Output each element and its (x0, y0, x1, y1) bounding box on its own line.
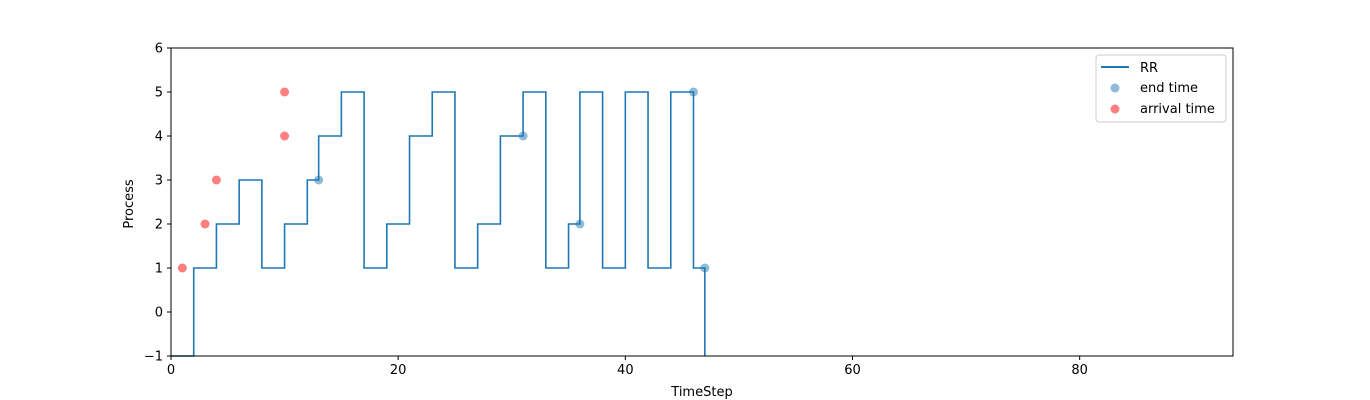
x-tick-label: 40 (617, 363, 634, 378)
legend-arrival-time-label: arrival time (1140, 102, 1215, 117)
x-tick-label: 0 (167, 363, 175, 378)
arrival-time-point (280, 87, 290, 97)
y-axis-ticks: −1 0 1 2 3 4 5 6 (144, 42, 171, 365)
x-axis-ticks: 0 20 40 60 80 (167, 356, 1088, 378)
y-tick-label: 3 (155, 174, 163, 189)
axes-frame (170, 47, 1234, 357)
arrival-time-points (177, 87, 290, 273)
legend-rr-label: RR (1140, 61, 1158, 76)
y-tick-label: 1 (155, 262, 163, 277)
rr-step-line (171, 91, 706, 357)
arrival-time-point (211, 175, 221, 185)
axes-border (170, 47, 1234, 357)
y-tick-label: 0 (155, 306, 163, 321)
x-tick-label: 60 (844, 363, 861, 378)
y-tick-label: 6 (155, 42, 163, 57)
arrival-time-point (280, 131, 290, 141)
arrival-time-point (200, 219, 210, 229)
end-time-point (314, 175, 324, 185)
end-time-point (575, 219, 585, 229)
end-time-point (700, 263, 710, 273)
y-tick-label: 2 (155, 218, 163, 233)
y-axis-label: Process (122, 179, 137, 229)
legend-end-time-label: end time (1140, 81, 1198, 96)
legend-arrival-time-swatch (1110, 104, 1120, 114)
legend: RR end time arrival time (1095, 54, 1227, 123)
rr-series-line (171, 91, 706, 357)
y-tick-label: 5 (155, 86, 163, 101)
end-time-points (314, 87, 710, 273)
x-axis-label: TimeStep (670, 385, 732, 400)
legend-end-time-swatch (1110, 83, 1120, 93)
y-tick-label: 4 (155, 130, 163, 145)
legend-box (1095, 54, 1227, 123)
y-tick-label: −1 (144, 350, 163, 365)
end-time-point (518, 131, 528, 141)
x-tick-label: 80 (1071, 363, 1088, 378)
arrival-time-point (177, 263, 187, 273)
x-tick-label: 20 (390, 363, 407, 378)
end-time-point (688, 87, 698, 97)
